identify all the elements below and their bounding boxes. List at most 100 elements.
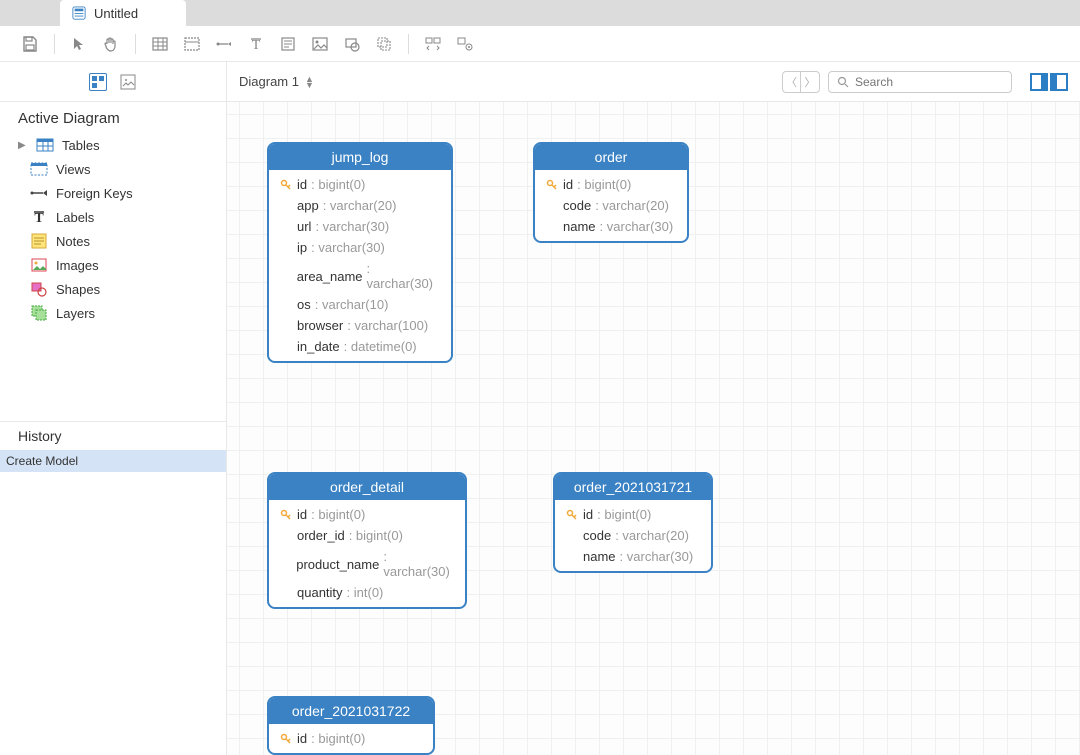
field-name: product_name xyxy=(296,557,379,572)
entity-header: order_2021031721 xyxy=(555,474,711,500)
field-row[interactable]: id: bigint(0) xyxy=(269,728,433,749)
sidebar-item-foreign-keys[interactable]: Foreign Keys xyxy=(6,181,220,205)
sidebar-item-layers[interactable]: Layers xyxy=(6,301,220,325)
main-toolbar: T xyxy=(0,26,1080,62)
tab-untitled[interactable]: Untitled xyxy=(60,0,186,26)
align-tool[interactable] xyxy=(419,30,447,58)
field-row[interactable]: quantity : int(0) xyxy=(269,582,465,603)
sidebar-toolbar xyxy=(0,62,226,102)
layer-icon xyxy=(30,305,48,321)
image-tool[interactable] xyxy=(306,30,334,58)
relation-tool[interactable] xyxy=(210,30,238,58)
label-tool[interactable]: T xyxy=(242,30,270,58)
field-row[interactable]: code: varchar(20) xyxy=(535,195,687,216)
field-name: quantity xyxy=(297,585,343,600)
field-name: in_date xyxy=(297,339,340,354)
diagram-selector[interactable]: Diagram 1 ▲▼ xyxy=(239,74,314,89)
field-row[interactable]: name: varchar(30) xyxy=(535,216,687,237)
sidebar-item-shapes[interactable]: Shapes xyxy=(6,277,220,301)
field-name: id xyxy=(297,731,307,746)
field-row[interactable]: id: bigint(0) xyxy=(269,174,451,195)
layout-left[interactable] xyxy=(1030,73,1048,91)
entity-fields: id: bigint(0)order_id: bigint(0)product_… xyxy=(269,500,465,607)
sidebar-item-label: Notes xyxy=(56,234,90,249)
options-tool[interactable] xyxy=(451,30,479,58)
field-type: : varchar(30) xyxy=(311,240,385,255)
layout-right[interactable] xyxy=(1050,73,1068,91)
shape-icon xyxy=(30,281,48,297)
note-tool[interactable] xyxy=(274,30,302,58)
model-icon xyxy=(72,6,86,20)
sidebar-item-label: Layers xyxy=(56,306,95,321)
sidebar-item-labels[interactable]: TLabels xyxy=(6,205,220,229)
field-row[interactable]: id: bigint(0) xyxy=(535,174,687,195)
entity-jump_log[interactable]: jump_logid: bigint(0)app: varchar(20)url… xyxy=(267,142,453,363)
field-name: area_name xyxy=(297,269,363,284)
other-view-icon[interactable] xyxy=(119,73,137,91)
field-row[interactable]: id: bigint(0) xyxy=(555,504,711,525)
entity-order_2021031722[interactable]: order_2021031722id: bigint(0) xyxy=(267,696,435,755)
field-row[interactable]: order_id: bigint(0) xyxy=(269,525,465,546)
field-row[interactable]: ip : varchar(30) xyxy=(269,237,451,258)
sidebar-item-views[interactable]: Views xyxy=(6,157,220,181)
layer-tool[interactable] xyxy=(370,30,398,58)
main-area: Active Diagram ▶TablesViewsForeign KeysT… xyxy=(0,62,1080,755)
note-icon xyxy=(30,233,48,249)
nav-arrows: 〈 〉 xyxy=(782,71,820,93)
search-input[interactable] xyxy=(855,75,1010,89)
model-view-icon[interactable] xyxy=(89,73,107,91)
field-row[interactable]: id: bigint(0) xyxy=(269,504,465,525)
key-icon xyxy=(279,733,293,745)
expand-arrow-icon: ▶ xyxy=(18,140,28,151)
fk-icon xyxy=(30,185,48,201)
image-icon xyxy=(30,257,48,273)
entity-fields: id: bigint(0) xyxy=(269,724,433,753)
field-row[interactable]: os: varchar(10) xyxy=(269,294,451,315)
entity-order[interactable]: orderid: bigint(0)code: varchar(20)name:… xyxy=(533,142,689,243)
field-name: id xyxy=(563,177,573,192)
sidebar-item-label: Labels xyxy=(56,210,94,225)
field-type: : int(0) xyxy=(347,585,384,600)
field-row[interactable]: name: varchar(30) xyxy=(555,546,711,567)
view-tool[interactable] xyxy=(178,30,206,58)
tab-title: Untitled xyxy=(94,6,138,21)
sidebar-item-images[interactable]: Images xyxy=(6,253,220,277)
field-row[interactable]: code: varchar(20) xyxy=(555,525,711,546)
field-name: ip xyxy=(297,240,307,255)
field-type: : varchar(30) xyxy=(315,219,389,234)
field-name: name xyxy=(583,549,616,564)
canvas-area: Diagram 1 ▲▼ 〈 〉 jump_logid: bigint(0)ap… xyxy=(227,62,1080,755)
hand-tool[interactable] xyxy=(97,30,125,58)
key-icon xyxy=(545,179,559,191)
field-row[interactable]: url: varchar(30) xyxy=(269,216,451,237)
save-button[interactable] xyxy=(16,30,44,58)
entity-fields: id: bigint(0)code: varchar(20)name: varc… xyxy=(535,170,687,241)
field-row[interactable]: browser: varchar(100) xyxy=(269,315,451,336)
canvas-toolbar: Diagram 1 ▲▼ 〈 〉 xyxy=(227,62,1080,102)
field-row[interactable]: in_date : datetime(0) xyxy=(269,336,451,357)
nav-back[interactable]: 〈 xyxy=(783,72,801,92)
field-row[interactable]: app: varchar(20) xyxy=(269,195,451,216)
sidebar-item-label: Shapes xyxy=(56,282,100,297)
entity-order_2021031721[interactable]: order_2021031721 id: bigint(0)code: varch… xyxy=(553,472,713,573)
entity-fields: id: bigint(0)app: varchar(20)url: varcha… xyxy=(269,170,451,361)
diagram-canvas[interactable]: jump_logid: bigint(0)app: varchar(20)url… xyxy=(227,102,1080,755)
field-type: : varchar(20) xyxy=(323,198,397,213)
sidebar-item-tables[interactable]: ▶Tables xyxy=(6,133,220,157)
nav-forward[interactable]: 〉 xyxy=(801,72,819,92)
entity-header: order xyxy=(535,144,687,170)
field-type: : datetime(0) xyxy=(344,339,417,354)
field-type: : varchar(20) xyxy=(595,198,669,213)
field-type: : varchar(100) xyxy=(347,318,428,333)
shape-tool[interactable] xyxy=(338,30,366,58)
entity-header: order_detail xyxy=(269,474,465,500)
history-item[interactable]: Create Model xyxy=(0,450,226,472)
field-name: id xyxy=(583,507,593,522)
cursor-tool[interactable] xyxy=(65,30,93,58)
field-row[interactable]: area_name: varchar(30) xyxy=(269,258,451,294)
sidebar-item-notes[interactable]: Notes xyxy=(6,229,220,253)
search-box[interactable] xyxy=(828,71,1012,93)
field-row[interactable]: product_name: varchar(30) xyxy=(269,546,465,582)
table-tool[interactable] xyxy=(146,30,174,58)
entity-order_detail[interactable]: order_detailid: bigint(0)order_id: bigin… xyxy=(267,472,467,609)
